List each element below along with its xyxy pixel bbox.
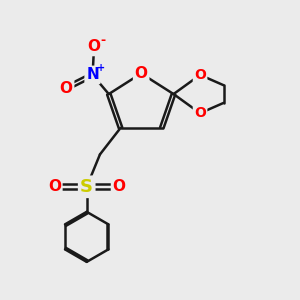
Text: O: O — [48, 179, 61, 194]
Text: O: O — [194, 106, 206, 120]
Text: S: S — [80, 178, 93, 196]
Text: -: - — [100, 34, 106, 47]
Text: O: O — [135, 66, 148, 81]
Text: O: O — [88, 39, 100, 54]
Text: +: + — [97, 63, 105, 74]
Text: N: N — [86, 68, 99, 82]
Text: O: O — [112, 179, 126, 194]
Text: O: O — [60, 81, 73, 96]
Text: O: O — [194, 68, 206, 82]
